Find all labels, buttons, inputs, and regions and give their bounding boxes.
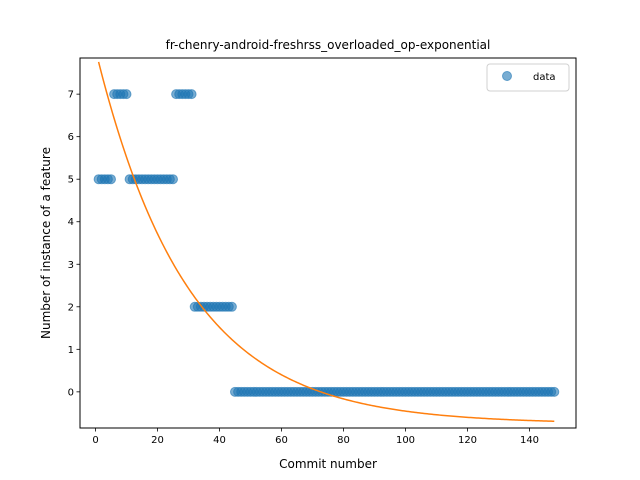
y-axis-label: Number of instance of a feature bbox=[39, 147, 53, 339]
legend-label-data: data bbox=[533, 72, 556, 83]
y-tick-label: 1 bbox=[68, 345, 74, 356]
y-tick-label: 4 bbox=[68, 217, 74, 228]
legend-box bbox=[486, 63, 570, 92]
plot-area bbox=[93, 61, 560, 423]
data-point bbox=[186, 89, 197, 100]
data-point bbox=[121, 89, 132, 100]
x-axis-label: Commit number bbox=[279, 457, 377, 471]
data-point bbox=[168, 174, 178, 185]
data-point bbox=[549, 386, 560, 397]
fit-line bbox=[97, 61, 555, 423]
legend-marker-data bbox=[502, 71, 512, 81]
x-tick-label: 60 bbox=[275, 435, 288, 446]
x-tick-label: 140 bbox=[520, 435, 539, 446]
y-tick-label: 5 bbox=[68, 175, 74, 186]
y-tick-label: 0 bbox=[68, 387, 74, 398]
legend: data bbox=[486, 63, 570, 92]
x-tick-label: 100 bbox=[396, 435, 415, 446]
data-point bbox=[226, 301, 237, 312]
x-axis-ticks: 0 20 40 60 80 100 120 140 bbox=[92, 428, 539, 446]
y-tick-label: 7 bbox=[68, 90, 74, 101]
x-tick-label: 40 bbox=[213, 435, 226, 446]
y-tick-label: 2 bbox=[68, 302, 74, 313]
x-tick-label: 120 bbox=[458, 435, 477, 446]
y-tick-label: 6 bbox=[68, 132, 74, 143]
y-axis-ticks: 0 1 2 3 4 5 6 7 bbox=[68, 90, 80, 398]
axes-frame bbox=[79, 57, 577, 429]
x-tick-label: 0 bbox=[92, 435, 98, 446]
chart-title: fr-chenry-android-freshrss_overloaded_op… bbox=[166, 38, 491, 52]
x-tick-label: 20 bbox=[151, 435, 164, 446]
x-tick-label: 80 bbox=[337, 435, 350, 446]
data-point bbox=[106, 174, 116, 185]
y-tick-label: 3 bbox=[68, 260, 74, 271]
